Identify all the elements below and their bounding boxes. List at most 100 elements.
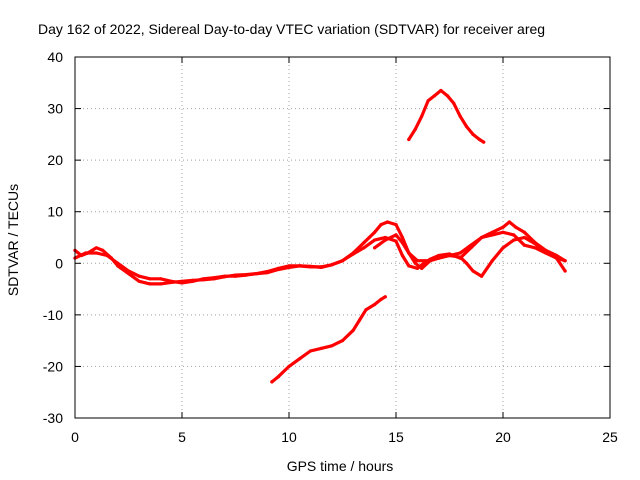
data-point bbox=[276, 266, 280, 270]
data-point bbox=[533, 246, 537, 250]
data-point bbox=[482, 140, 486, 144]
data-point bbox=[319, 346, 323, 350]
data-point bbox=[270, 380, 274, 384]
data-point bbox=[544, 248, 548, 252]
data-point bbox=[413, 261, 417, 265]
data-point bbox=[191, 279, 195, 283]
series-line-main-a bbox=[73, 230, 567, 286]
data-point bbox=[233, 274, 238, 278]
data-point bbox=[471, 269, 475, 273]
data-point bbox=[373, 230, 377, 234]
data-point bbox=[137, 274, 141, 278]
data-point bbox=[447, 253, 452, 258]
data-point bbox=[287, 264, 291, 268]
data-point bbox=[452, 101, 456, 105]
data-point bbox=[458, 255, 462, 259]
data-point bbox=[480, 235, 484, 240]
data-point bbox=[512, 238, 516, 242]
y-tick-label: -30 bbox=[43, 410, 63, 426]
data-point bbox=[180, 281, 184, 285]
data-point bbox=[94, 246, 98, 250]
data-point bbox=[522, 235, 527, 240]
tick-labels: 0 5 10 15 20 25 -30 -20 -10 0 10 20 30 40 bbox=[43, 49, 618, 445]
data-point bbox=[533, 241, 537, 245]
data-point bbox=[426, 259, 430, 263]
data-point bbox=[287, 364, 291, 368]
y-tick-label: -20 bbox=[43, 358, 63, 374]
grid bbox=[75, 57, 610, 418]
data-point bbox=[84, 251, 88, 255]
data-point bbox=[159, 282, 163, 286]
data-point bbox=[137, 279, 141, 283]
data-point bbox=[407, 251, 411, 255]
data-point bbox=[148, 277, 152, 281]
data-point bbox=[340, 339, 345, 343]
data-point bbox=[373, 302, 377, 307]
data-point bbox=[298, 357, 302, 361]
data-point bbox=[212, 276, 216, 280]
data-point bbox=[394, 239, 398, 243]
data-point bbox=[507, 220, 511, 224]
data-point bbox=[445, 94, 449, 98]
data-point bbox=[201, 277, 205, 281]
data-point bbox=[420, 266, 424, 270]
data-point bbox=[512, 233, 516, 237]
y-tick-label: -10 bbox=[43, 307, 63, 323]
data-point bbox=[400, 241, 404, 245]
data-point bbox=[308, 349, 312, 353]
data-point bbox=[465, 125, 469, 129]
data-point bbox=[407, 137, 411, 142]
plot-frame bbox=[74, 56, 611, 419]
data-point bbox=[298, 264, 302, 268]
data-point bbox=[522, 230, 527, 234]
data-point bbox=[244, 273, 248, 277]
y-axis-label: SDTVAR / TECUs bbox=[5, 184, 21, 296]
data-point bbox=[330, 344, 334, 348]
x-axis-label: GPS time / hours bbox=[287, 458, 394, 474]
data-point bbox=[148, 282, 152, 286]
data-point bbox=[407, 264, 411, 268]
ticks bbox=[74, 56, 611, 419]
data-point bbox=[563, 259, 567, 263]
x-tick-label: 5 bbox=[178, 429, 186, 445]
x-tick-label: 20 bbox=[495, 429, 511, 445]
y-tick-label: 10 bbox=[47, 204, 63, 220]
data-point bbox=[501, 225, 505, 229]
x-tick-label: 25 bbox=[602, 429, 618, 445]
data-point bbox=[319, 265, 323, 269]
data-point bbox=[373, 238, 377, 242]
data-point bbox=[362, 246, 366, 250]
data-point bbox=[490, 259, 494, 263]
data-point bbox=[458, 251, 462, 255]
x-tick-label: 15 bbox=[388, 429, 404, 445]
data-point bbox=[351, 328, 355, 332]
data-point bbox=[400, 253, 404, 258]
data-point bbox=[413, 127, 417, 131]
data-point bbox=[471, 132, 475, 136]
data-point bbox=[276, 375, 280, 379]
data-point bbox=[105, 253, 109, 258]
data-point bbox=[169, 279, 173, 283]
data-point bbox=[364, 308, 368, 312]
data-point bbox=[514, 225, 518, 229]
data-point bbox=[340, 259, 345, 263]
data-point bbox=[420, 114, 424, 118]
data-point bbox=[501, 246, 505, 250]
series-layer bbox=[73, 88, 567, 384]
data-point bbox=[432, 94, 437, 98]
data-point bbox=[437, 256, 441, 260]
y-tick-label: 40 bbox=[47, 49, 63, 65]
data-point bbox=[554, 253, 559, 258]
data-point bbox=[101, 248, 105, 252]
data-point bbox=[394, 233, 398, 237]
data-point bbox=[385, 220, 389, 224]
y-tick-label: 30 bbox=[47, 101, 63, 117]
data-point bbox=[563, 269, 567, 273]
x-tick-label: 10 bbox=[281, 429, 297, 445]
data-point bbox=[330, 263, 334, 267]
data-point bbox=[358, 318, 362, 322]
data-point bbox=[426, 99, 430, 103]
data-point bbox=[159, 277, 163, 281]
data-point bbox=[351, 251, 355, 255]
data-point bbox=[373, 246, 377, 250]
